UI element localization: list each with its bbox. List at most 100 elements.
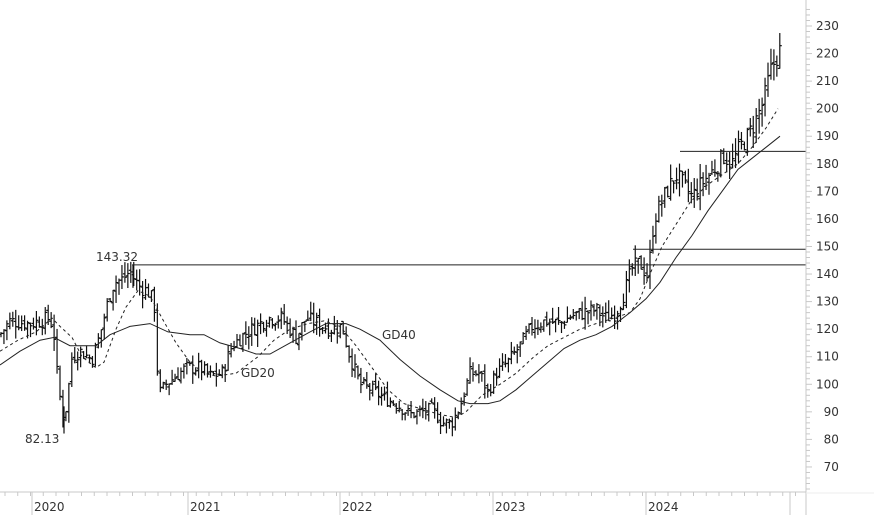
- ohlc-bar: [541, 319, 546, 332]
- y-tick-label: 140: [816, 267, 839, 281]
- ohlc-bar: [429, 398, 434, 404]
- ohlc-bar: [311, 302, 316, 334]
- ohlc-bar: [680, 170, 685, 188]
- ohlc-bar: [615, 310, 620, 330]
- ohlc-bar: [164, 379, 169, 390]
- ohlc-bar: [358, 367, 363, 394]
- ohlc-bar: [240, 332, 245, 352]
- ohlc-bar: [686, 168, 691, 203]
- ohlc-bar: [376, 380, 381, 406]
- ohlc-bar: [176, 367, 180, 381]
- ohlc-bar: [583, 296, 588, 330]
- ohlc-bar: [512, 346, 517, 355]
- ohlc-bar: [55, 328, 60, 374]
- ohlc-bar: [524, 325, 529, 340]
- ohlc-bar: [447, 418, 452, 429]
- y-tick-label: 80: [816, 432, 839, 446]
- ohlc-bar: [131, 261, 136, 287]
- ohlc-bar: [757, 98, 762, 134]
- ohlc-bar: [612, 305, 617, 329]
- y-axis: 70 80 90 100 110 120 130 140 150 160 170 180 190 20…: [805, 0, 874, 515]
- ohlc-bar: [66, 382, 71, 423]
- y-tick-label: 180: [816, 157, 839, 171]
- ohlc-bar: [258, 313, 263, 335]
- ohlc-bar: [491, 370, 496, 394]
- ohlc-bar: [105, 298, 110, 322]
- ohlc-bar: [689, 182, 694, 204]
- ohlc-bar: [347, 345, 352, 363]
- ohlc-bar: [760, 97, 765, 127]
- ohlc-bar: [509, 341, 514, 365]
- ohlc-bar: [712, 159, 717, 177]
- ohlc-bar: [730, 143, 735, 169]
- ohlc-bar: [521, 332, 526, 345]
- ohlc-bar: [406, 404, 411, 416]
- ohlc-bar: [751, 115, 756, 148]
- ohlc-bar: [733, 138, 738, 169]
- ohlc-bar: [736, 130, 741, 164]
- ohlc-bar: [161, 381, 166, 390]
- ohlc-bar: [538, 322, 543, 333]
- ohlc-bar: [302, 320, 307, 332]
- ohlc-bar: [37, 316, 42, 328]
- ohlc-bar: [305, 310, 310, 322]
- ohlc-bar: [665, 185, 670, 198]
- ohlc-bar: [771, 49, 776, 81]
- y-tick-label: 120: [816, 322, 839, 336]
- ohlc-bar: [556, 306, 561, 325]
- ohlc-bar: [589, 300, 593, 321]
- ohlc-bar: [199, 359, 204, 381]
- annotation-low-label: 82.13: [25, 432, 59, 446]
- ohlc-bar: [768, 48, 773, 80]
- ohlc-bar: [382, 386, 387, 401]
- ohlc-bar: [373, 373, 378, 391]
- ohlc-bar: [692, 178, 697, 208]
- ohlc-bar: [462, 392, 467, 406]
- ohlc-bar: [196, 352, 201, 379]
- ohlc-bar: [102, 313, 107, 340]
- ohlc-bar: [636, 257, 641, 274]
- ohlc-bar: [22, 315, 27, 331]
- ohlc-bar: [202, 361, 207, 376]
- annotation-high-label: 143.32: [96, 250, 138, 264]
- ohlc-bar: [701, 172, 706, 197]
- ohlc-bar: [52, 314, 57, 351]
- ohlc-bar: [763, 77, 768, 117]
- ohlc-bar: [117, 278, 121, 295]
- ohlc-bar: [34, 310, 39, 336]
- ohlc-bar: [140, 280, 145, 309]
- ohlc-bar: [249, 317, 254, 346]
- ohlc-bar: [43, 307, 48, 335]
- ohlc-bar: [99, 329, 104, 348]
- ohlc-bar: [727, 151, 732, 180]
- ohlc-bar: [125, 263, 130, 289]
- ohlc-bar: [535, 319, 540, 335]
- ohlc-bar: [503, 354, 508, 368]
- ohlc-bar: [143, 278, 148, 300]
- ohlc-bar: [426, 402, 431, 422]
- ohlc-bar: [158, 369, 163, 393]
- ohlc-bar: [190, 355, 195, 384]
- ohlc-bar: [766, 62, 770, 97]
- ohlc-bar: [394, 403, 399, 414]
- ohlc-bar: [695, 178, 700, 201]
- ohlc-bar: [308, 301, 313, 322]
- ohlc-bar: [170, 369, 175, 385]
- ohlc-bar: [400, 409, 405, 421]
- ohlc-bar: [468, 357, 473, 384]
- ohlc-bar: [639, 255, 644, 270]
- ohlc-bar: [108, 297, 113, 303]
- ohlc-bar: [438, 411, 443, 435]
- x-tick-label: 2023: [495, 500, 526, 514]
- ohlc-bar: [671, 180, 676, 194]
- ohlc-bar: [181, 363, 186, 379]
- y-tick-label: 130: [816, 295, 839, 309]
- ohlc-bar: [777, 33, 782, 69]
- ohlc-bar: [485, 383, 490, 398]
- y-tick-label: 150: [816, 239, 839, 253]
- ohlc-bar: [187, 361, 192, 366]
- ohlc-bar: [698, 163, 703, 211]
- gd20-line: [0, 108, 779, 418]
- ohlc-bar: [273, 322, 278, 331]
- x-tick-label: 2024: [648, 500, 679, 514]
